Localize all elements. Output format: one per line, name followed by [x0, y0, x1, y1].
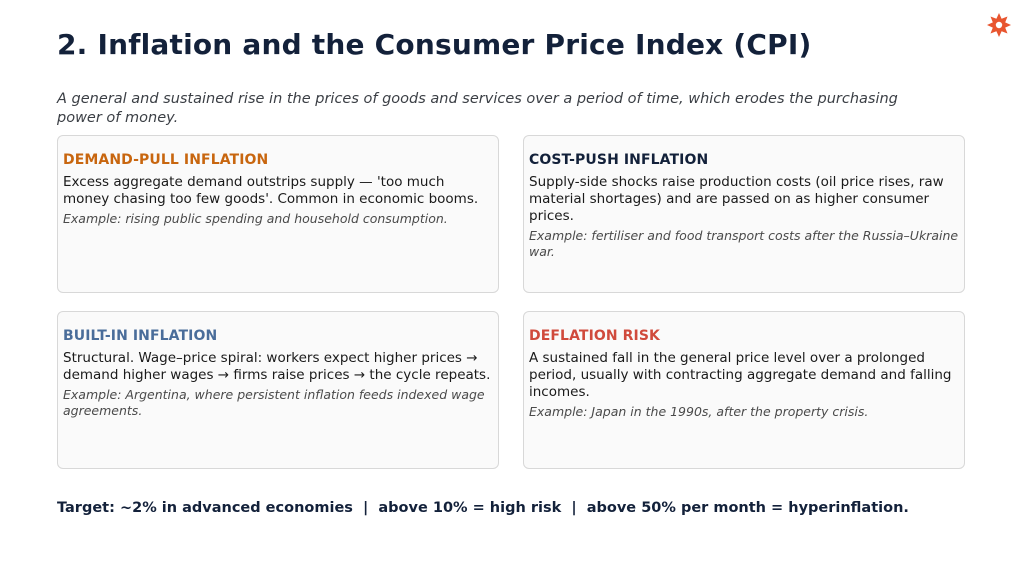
definition-text: A general and sustained rise in the pric…: [57, 91, 898, 126]
card-title: BUILT-IN INFLATION: [63, 328, 218, 344]
card-built-in: BUILT-IN INFLATION Structural. Wage–pric…: [57, 311, 499, 469]
card-description: Structural. Wage–price spiral: workers e…: [63, 350, 491, 383]
card-example: Example: fertiliser and food transport c…: [529, 228, 959, 259]
card-example: Example: rising public spending and hous…: [63, 211, 448, 226]
card-description: Supply-side shocks raise production cost…: [529, 174, 944, 224]
card-description: A sustained fall in the general price le…: [529, 350, 952, 400]
star-burst-icon: [987, 13, 1011, 37]
card-description: Excess aggregate demand outstrips supply…: [63, 174, 479, 207]
card-title: DEFLATION RISK: [529, 328, 660, 344]
card-example: Example: Argentina, where persistent inf…: [63, 387, 485, 418]
inflation-targets-note: Target: ~2% in advanced economies | abov…: [57, 500, 909, 516]
card-example: Example: Japan in the 1990s, after the p…: [529, 404, 869, 419]
card-demand-pull: DEMAND-PULL INFLATION Excess aggregate d…: [57, 135, 499, 293]
page-title: 2. Inflation and the Consumer Price Inde…: [57, 28, 812, 61]
card-cost-push: COST-PUSH INFLATION Supply-side shocks r…: [523, 135, 965, 293]
card-title: DEMAND-PULL INFLATION: [63, 152, 269, 168]
card-deflation-risk: DEFLATION RISK A sustained fall in the g…: [523, 311, 965, 469]
card-title: COST-PUSH INFLATION: [529, 152, 709, 168]
